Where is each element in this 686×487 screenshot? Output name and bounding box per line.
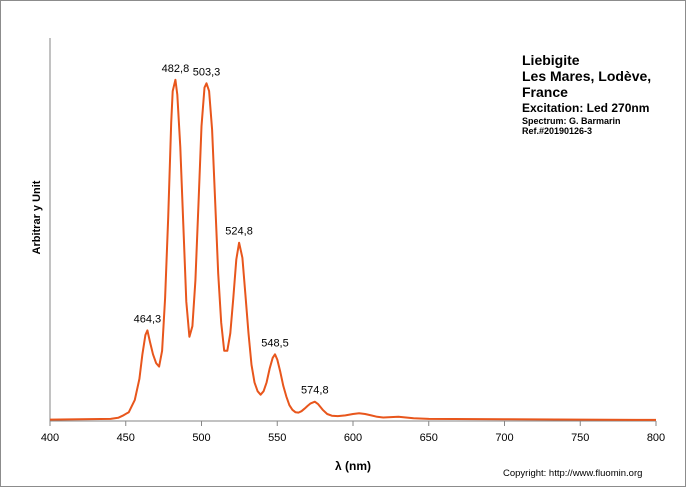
axes [49,38,657,426]
peak-label: 482,8 [162,63,190,75]
x-tick-label: 550 [268,432,286,444]
spectrum-credit: Spectrum: G. Barmarin [522,116,621,127]
chart-marks [49,78,657,421]
mineral-name: Liebigite [522,52,580,68]
peak-label: 548,5 [261,337,289,349]
chart-labels: 400 450 500 550 600 650 700 750 800 λ (nm) Arbitra… [31,63,665,473]
x-axis-title: λ (nm) [335,459,371,473]
x-tick-label: 450 [117,432,135,444]
x-tick-label: 700 [495,432,513,444]
peak-label: 464,3 [134,313,162,325]
x-tick-label: 400 [41,432,59,444]
locality-line-1: Les Mares, Lodève, [522,68,652,85]
peak-label: 503,3 [193,66,221,78]
x-tick-label: 750 [571,432,589,444]
reference-id: Ref.#20190126-3 [522,126,593,137]
x-tick-label: 500 [192,432,210,444]
spectrum-line [49,78,657,421]
excitation-text: Excitation: Led 270nm [522,101,650,116]
x-tick-label: 800 [647,432,665,444]
sample-info: Liebigite Les Mares, Lodève, France Exci… [522,52,682,137]
y-axis-title: Arbitrar y Unit [31,180,43,254]
x-tick-label: 650 [420,432,438,444]
x-tick-label: 600 [344,432,362,444]
peak-label: 524,8 [225,226,253,238]
copyright-text: Copyright: http://www.fluomin.org [503,468,643,479]
peak-label: 574,8 [301,385,329,397]
locality-line-2: France [522,84,568,101]
